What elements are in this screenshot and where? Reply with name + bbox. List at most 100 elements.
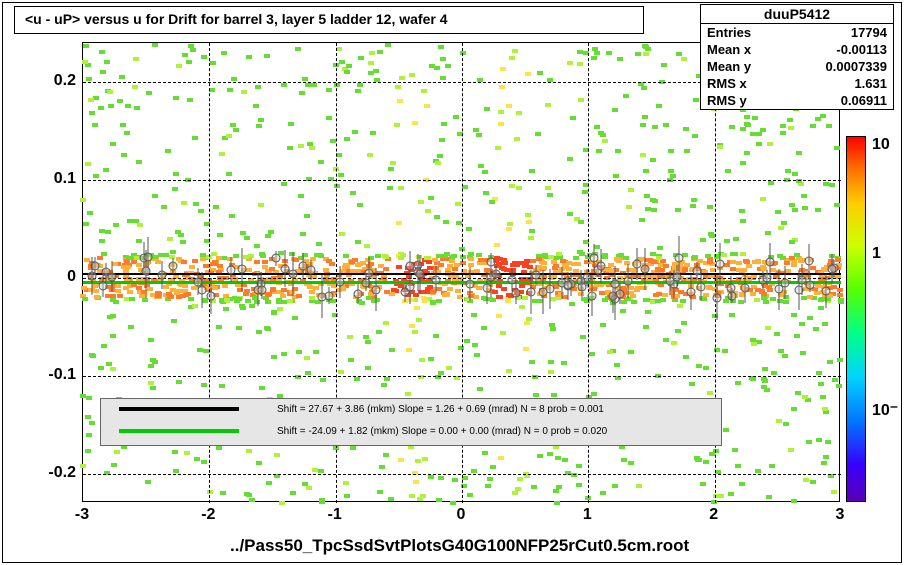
heat-cell bbox=[736, 261, 742, 265]
data-marker bbox=[317, 292, 326, 301]
heat-cell bbox=[128, 325, 134, 329]
heat-cell bbox=[816, 371, 822, 375]
heat-cell bbox=[103, 168, 109, 172]
heat-cell bbox=[395, 85, 401, 89]
heat-cell bbox=[567, 157, 573, 161]
stat-row: Mean x-0.00113 bbox=[701, 41, 893, 58]
heat-cell bbox=[424, 256, 430, 260]
heat-cell bbox=[112, 262, 118, 266]
heat-cell bbox=[780, 256, 786, 260]
heat-cell bbox=[740, 252, 746, 256]
heat-cell bbox=[548, 360, 554, 364]
heat-cell bbox=[566, 261, 572, 265]
heat-cell bbox=[496, 295, 502, 299]
heat-cell bbox=[98, 366, 104, 370]
heat-cell bbox=[217, 264, 223, 268]
heat-cell bbox=[794, 334, 800, 338]
heat-cell bbox=[334, 83, 340, 87]
heat-cell bbox=[125, 104, 131, 108]
data-marker bbox=[527, 287, 536, 296]
heat-cell bbox=[381, 383, 387, 387]
heat-cell bbox=[617, 57, 623, 61]
heat-cell bbox=[326, 116, 332, 120]
heat-cell bbox=[104, 60, 110, 64]
heat-cell bbox=[389, 348, 395, 352]
heat-cell bbox=[439, 138, 445, 142]
heat-cell bbox=[262, 260, 268, 264]
heat-cell bbox=[645, 207, 651, 211]
heat-cell bbox=[281, 352, 287, 356]
heat-cell bbox=[383, 321, 389, 325]
heat-cell bbox=[173, 172, 179, 176]
heat-cell bbox=[835, 258, 841, 262]
heat-cell bbox=[501, 287, 507, 291]
x-tick-label: 0 bbox=[457, 506, 466, 524]
heat-cell bbox=[498, 122, 504, 126]
heat-cell bbox=[684, 149, 690, 153]
heat-cell bbox=[468, 257, 474, 261]
heat-cell bbox=[680, 299, 686, 303]
heat-cell bbox=[630, 294, 636, 298]
heat-cell bbox=[440, 57, 446, 61]
heat-cell bbox=[355, 263, 361, 267]
heat-cell bbox=[449, 255, 455, 259]
data-marker bbox=[589, 253, 598, 262]
heat-cell bbox=[434, 215, 440, 219]
heat-cell bbox=[703, 460, 709, 464]
heat-cell bbox=[471, 313, 477, 317]
heat-cell bbox=[409, 73, 415, 77]
heat-cell bbox=[675, 208, 681, 212]
heat-cell bbox=[696, 364, 702, 368]
heat-cell bbox=[396, 265, 402, 269]
heat-cell bbox=[640, 123, 646, 127]
heat-cell bbox=[615, 149, 621, 153]
heat-cell bbox=[761, 296, 767, 300]
heat-cell bbox=[409, 494, 415, 498]
data-marker bbox=[692, 266, 701, 275]
heat-cell bbox=[735, 381, 741, 385]
heat-cell bbox=[780, 124, 786, 128]
heat-cell bbox=[340, 287, 346, 291]
stat-label: RMS y bbox=[707, 92, 747, 109]
heat-cell bbox=[551, 393, 557, 397]
heat-cell bbox=[243, 255, 249, 259]
heat-cell bbox=[517, 477, 523, 481]
heat-cell bbox=[735, 464, 741, 468]
heat-cell bbox=[545, 103, 551, 107]
heat-cell bbox=[181, 201, 187, 205]
heat-cell bbox=[365, 366, 371, 370]
heat-cell bbox=[506, 104, 512, 108]
heat-cell bbox=[577, 50, 583, 54]
heat-cell bbox=[478, 164, 484, 168]
heat-cell bbox=[789, 240, 795, 244]
data-marker bbox=[640, 265, 649, 274]
heat-cell bbox=[376, 330, 382, 334]
heat-cell bbox=[783, 422, 789, 426]
heat-cell bbox=[780, 131, 786, 135]
heat-cell bbox=[791, 407, 797, 411]
heat-cell bbox=[316, 242, 322, 246]
heat-cell bbox=[212, 286, 218, 290]
heat-cell bbox=[82, 60, 88, 64]
heat-cell bbox=[415, 459, 421, 463]
heat-cell bbox=[418, 200, 424, 204]
heat-cell bbox=[438, 263, 444, 267]
heat-cell bbox=[791, 263, 797, 267]
heat-cell bbox=[165, 149, 171, 153]
heat-cell bbox=[435, 161, 441, 165]
heat-cell bbox=[533, 393, 539, 397]
data-marker bbox=[336, 278, 345, 287]
heat-cell bbox=[832, 378, 838, 382]
data-marker bbox=[828, 264, 837, 273]
heat-cell bbox=[429, 64, 435, 68]
heat-cell bbox=[599, 291, 605, 295]
heat-cell bbox=[246, 449, 252, 453]
heat-cell bbox=[556, 485, 562, 489]
heat-cell bbox=[155, 294, 161, 298]
heat-cell bbox=[455, 202, 461, 206]
heat-cell bbox=[754, 298, 760, 302]
heat-cell bbox=[216, 325, 222, 329]
heat-cell bbox=[181, 260, 187, 264]
heat-cell bbox=[498, 110, 504, 114]
heat-cell bbox=[350, 446, 356, 450]
